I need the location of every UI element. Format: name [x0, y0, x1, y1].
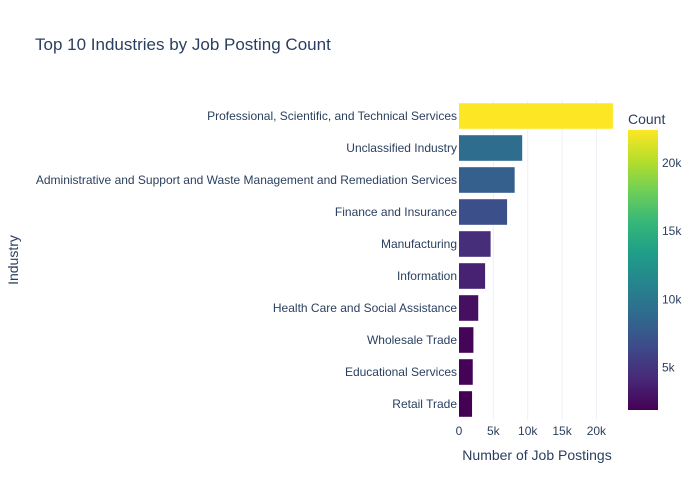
- bar[interactable]: [459, 327, 474, 353]
- x-tick-label: 10k: [518, 424, 538, 438]
- colorbar-tick-label: 15k: [662, 224, 682, 238]
- bar[interactable]: [459, 359, 473, 385]
- colorbar-tick-label: 20k: [662, 156, 682, 170]
- bar[interactable]: [459, 263, 486, 289]
- bar[interactable]: [459, 391, 473, 417]
- category-label: Professional, Scientific, and Technical …: [207, 109, 457, 123]
- bar[interactable]: [459, 295, 479, 321]
- colorbar-tick-label: 5k: [662, 361, 676, 375]
- bar[interactable]: [459, 167, 515, 193]
- category-label: Finance and Insurance: [335, 205, 457, 219]
- category-label: Manufacturing: [381, 237, 457, 251]
- x-tick-label: 0: [456, 424, 463, 438]
- colorbar-gradient: [628, 130, 658, 410]
- chart-title: Top 10 Industries by Job Posting Count: [35, 35, 331, 54]
- x-axis-title: Number of Job Postings: [462, 447, 611, 463]
- category-label: Retail Trade: [392, 397, 457, 411]
- colorbar-ticks: 5k 10k 15k 20k: [662, 156, 682, 375]
- x-tick-label: 15k: [552, 424, 572, 438]
- x-tick-label: 5k: [487, 424, 501, 438]
- colorbar-title: Count: [628, 111, 665, 127]
- colorbar-tick-label: 10k: [662, 292, 682, 306]
- category-label: Unclassified Industry: [346, 141, 457, 155]
- bar[interactable]: [459, 231, 491, 257]
- category-label: Wholesale Trade: [367, 333, 457, 347]
- category-label: Health Care and Social Assistance: [273, 301, 457, 315]
- x-tick-label: 20k: [587, 424, 607, 438]
- y-axis-title: Industry: [5, 235, 21, 285]
- category-label: Administrative and Support and Waste Man…: [36, 173, 457, 187]
- category-labels: Professional, Scientific, and Technical …: [36, 109, 457, 411]
- bar[interactable]: [459, 135, 523, 161]
- bar-layer: [459, 103, 613, 417]
- bar[interactable]: [459, 199, 508, 225]
- colorbar: Count 5k 10k 15k 20k: [628, 111, 682, 410]
- x-tick-labels: 0 5k 10k 15k 20k: [456, 424, 607, 438]
- category-label: Educational Services: [345, 365, 457, 379]
- category-label: Information: [397, 269, 457, 283]
- bar[interactable]: [459, 103, 613, 129]
